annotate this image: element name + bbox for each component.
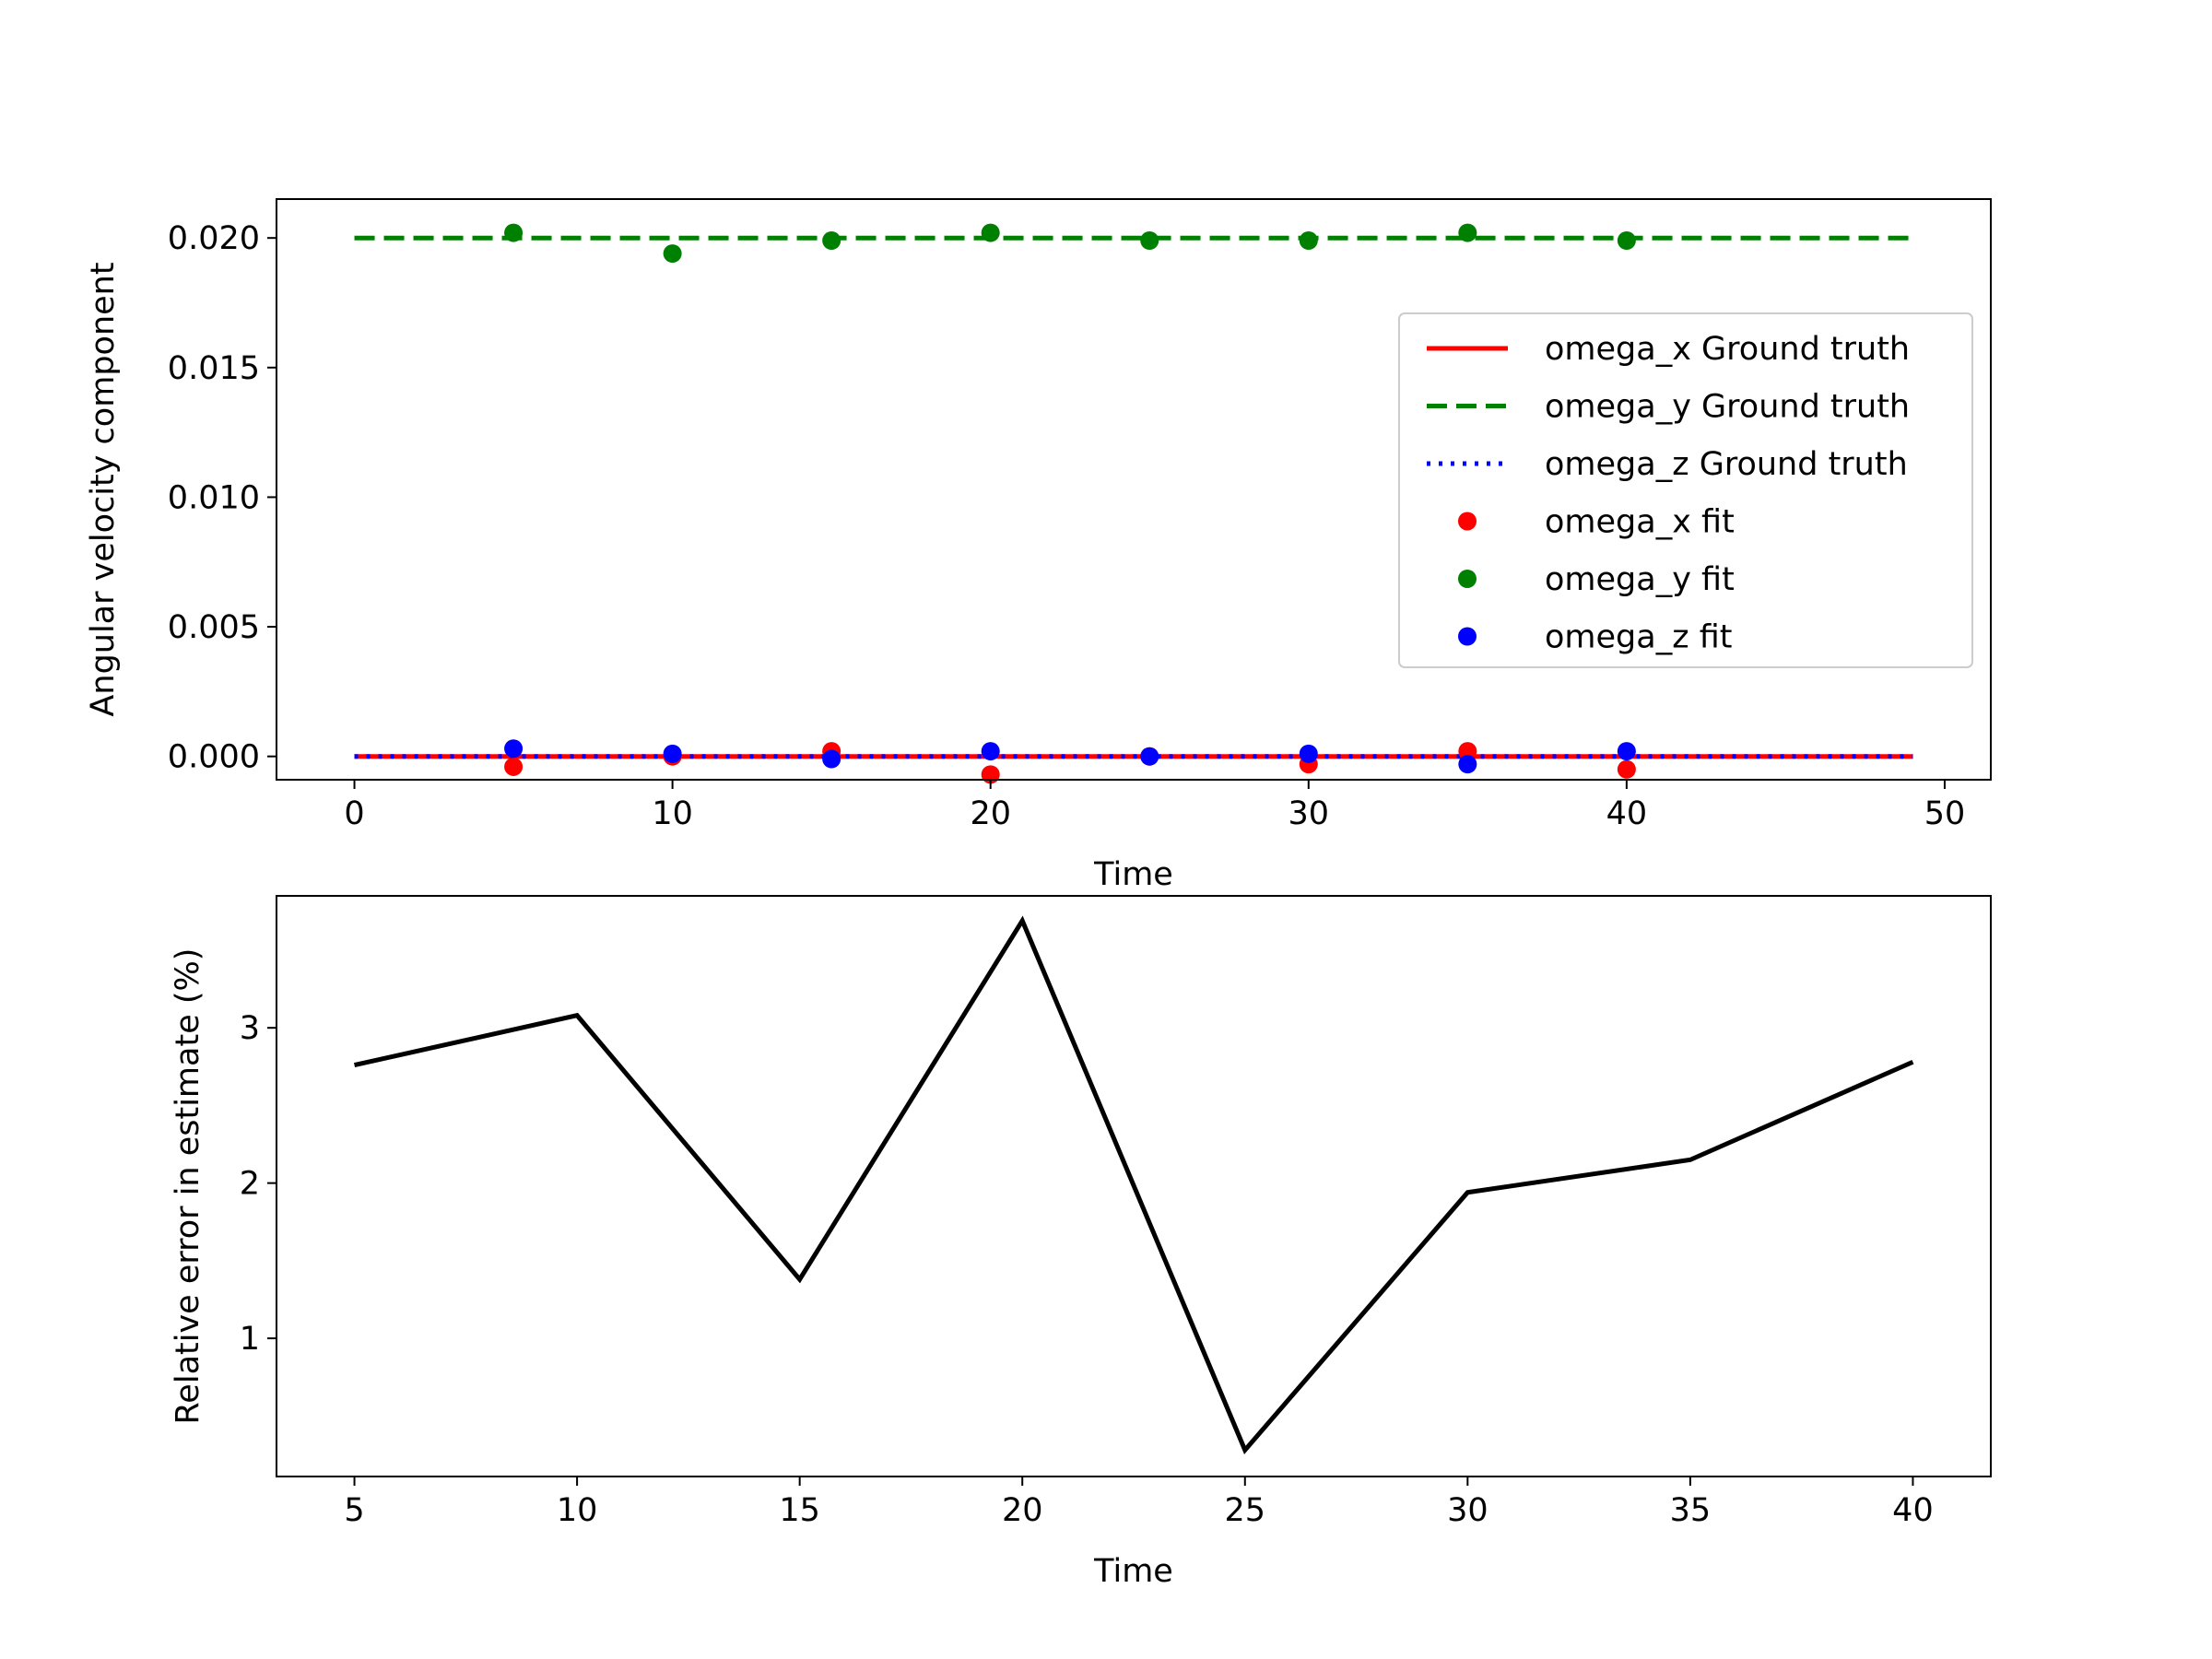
legend-label-omega-y-fit: omega_y fit [1545, 561, 1735, 598]
top-axes-frame [276, 198, 1992, 781]
omega-y-fit-point [822, 231, 841, 250]
omega-z-fit-point [663, 744, 682, 763]
bottom-y-tick-label: 2 [240, 1166, 260, 1203]
top-x-tick-label: 50 [1924, 795, 1966, 832]
legend-swatch-omega-x-fit [1458, 512, 1477, 531]
bottom-x-tick-label: 25 [1225, 1492, 1266, 1529]
top-x-tick-label: 10 [652, 795, 693, 832]
top-x-tick-label: 40 [1606, 795, 1648, 832]
omega-z-fit-point [1140, 747, 1159, 766]
omega-z-fit-point [981, 742, 1000, 761]
legend-box [1398, 312, 1973, 668]
omega-y-fit-point [1458, 223, 1477, 242]
top-x-tick-label: 20 [970, 795, 1011, 832]
omega-y-fit-point [663, 244, 682, 264]
omega-y-fit-point [1140, 231, 1159, 250]
top-y-tick-label: 0.005 [168, 609, 260, 646]
legend-swatch-omega-y-fit [1458, 570, 1477, 588]
omega-y-fit-point [981, 223, 1000, 242]
legend-swatch-omega-z-fit [1458, 627, 1477, 646]
legend-items: omega_x Ground truth omega_y Ground truth… [1427, 331, 1910, 656]
omega-x-fit-point [1458, 742, 1477, 761]
bottom-plot-content [354, 915, 1914, 1455]
omega-z-fit-point [504, 739, 524, 759]
bottom-x-tick-label: 40 [1892, 1492, 1934, 1529]
top-y-tick-label: 0.020 [168, 220, 260, 257]
top-y-tick-label: 0.000 [168, 739, 260, 776]
bottom-y-tick-label: 1 [240, 1321, 260, 1358]
bottom-x-tick-label: 20 [1002, 1492, 1043, 1529]
top-plot-content [354, 223, 1913, 784]
legend-label-omega-z-fit: omega_z fit [1545, 619, 1732, 656]
top-y-axis-label: Angular velocity component [85, 262, 122, 716]
bottom-y-axis-label: Relative error in estimate (%) [170, 948, 206, 1425]
bottom-x-tick-label: 30 [1447, 1492, 1488, 1529]
bottom-x-tick-label: 35 [1670, 1492, 1712, 1529]
bottom-x-tick-label: 10 [557, 1492, 598, 1529]
top-panel: 0 10 20 30 40 50 0.000 0.005 0.010 0.015 0.020 Ti… [85, 198, 1992, 893]
top-y-ticks: 0.000 0.005 0.010 0.015 0.020 [168, 220, 276, 776]
top-y-tick-label: 0.010 [168, 479, 260, 516]
omega-x-fit-point [504, 757, 524, 776]
bottom-x-tick-label: 15 [779, 1492, 820, 1529]
omega-y-fit-point [504, 223, 524, 242]
bottom-x-tick-label: 5 [344, 1492, 364, 1529]
omega-z-fit-point [1299, 744, 1318, 763]
top-x-tick-label: 0 [344, 795, 364, 832]
top-legend: omega_x Ground truth omega_y Ground truth… [1398, 312, 1973, 668]
omega-y-fit-point [1617, 231, 1636, 250]
relative-error-line [354, 915, 1914, 1455]
omega-z-fit-point [822, 749, 841, 769]
legend-label-omega-x-fit: omega_x fit [1545, 504, 1735, 541]
omega-y-fit-point [1299, 231, 1318, 250]
top-y-tick-label: 0.015 [168, 350, 260, 387]
top-x-ticks: 0 10 20 30 40 50 [344, 780, 1965, 832]
legend-label-omega-y-ground-truth: omega_y Ground truth [1545, 389, 1910, 426]
omega-z-fit-point [1617, 742, 1636, 761]
top-x-axis-label: Time [1093, 856, 1173, 893]
legend-label-omega-x-ground-truth: omega_x Ground truth [1545, 331, 1910, 368]
legend-label-omega-z-ground-truth: omega_z Ground truth [1545, 446, 1908, 483]
bottom-y-ticks: 1 2 3 [240, 1010, 276, 1358]
bottom-y-tick-label: 3 [240, 1010, 260, 1047]
top-x-tick-label: 30 [1288, 795, 1330, 832]
omega-x-fit-point [1617, 759, 1636, 779]
bottom-panel: 5 10 15 20 25 30 35 40 1 2 3 Time Relative error … [170, 895, 1992, 1590]
bottom-x-axis-label: Time [1093, 1553, 1173, 1590]
bottom-axes-frame [276, 895, 1992, 1477]
bottom-x-ticks: 5 10 15 20 25 30 35 40 [344, 1477, 1934, 1529]
omega-z-fit-point [1458, 755, 1477, 774]
